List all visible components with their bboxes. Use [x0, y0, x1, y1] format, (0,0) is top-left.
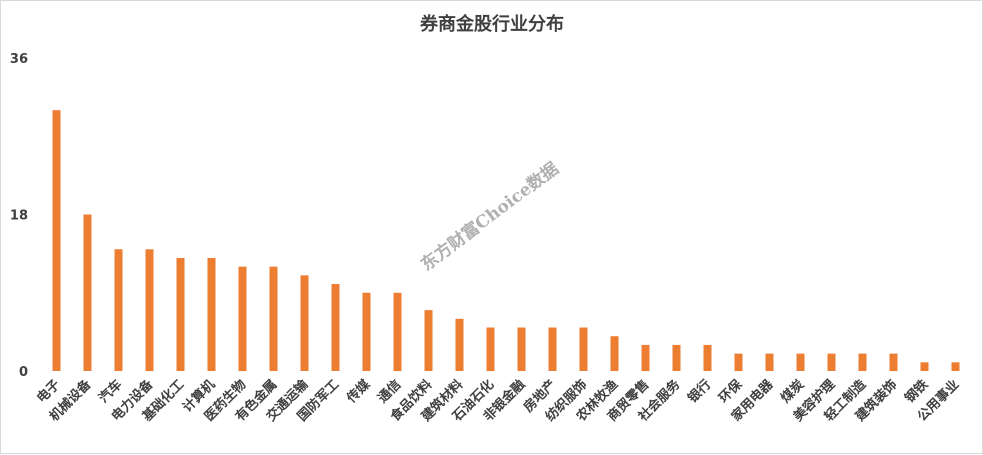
bar [52, 110, 61, 372]
bar [889, 353, 898, 371]
bar [517, 327, 526, 371]
chart-title: 券商金股行业分布 [419, 13, 564, 35]
bar [238, 266, 247, 371]
bar [796, 353, 805, 371]
bar [424, 310, 433, 371]
x-tick-label: 传媒 [343, 376, 374, 407]
bar [765, 353, 774, 371]
bar [455, 318, 464, 371]
x-tick-label: 银行 [685, 377, 715, 407]
bar [548, 327, 557, 371]
bar [83, 214, 92, 371]
bar [176, 257, 185, 371]
bar [393, 292, 402, 371]
y-tick-label: 36 [10, 52, 28, 67]
bar [145, 249, 154, 371]
bar [920, 362, 929, 371]
bars-group [52, 110, 960, 372]
y-tick-label: 18 [10, 209, 28, 224]
bar [827, 353, 836, 371]
bar [579, 327, 588, 371]
bar [207, 257, 216, 371]
bar [610, 336, 619, 371]
bar [114, 249, 123, 371]
bar [269, 266, 278, 371]
bar [672, 344, 681, 371]
bar [362, 292, 371, 371]
bar [300, 275, 309, 371]
bar [641, 344, 650, 371]
bar [331, 284, 340, 371]
bar [951, 362, 960, 371]
bar [703, 344, 712, 371]
watermark: 东方财富Choice数据 [417, 158, 563, 275]
y-tick-label: 0 [19, 365, 28, 380]
bar [734, 353, 743, 371]
y-axis-ticks: 0 18 36 [10, 52, 28, 380]
bar [486, 327, 495, 371]
bar [858, 353, 867, 371]
